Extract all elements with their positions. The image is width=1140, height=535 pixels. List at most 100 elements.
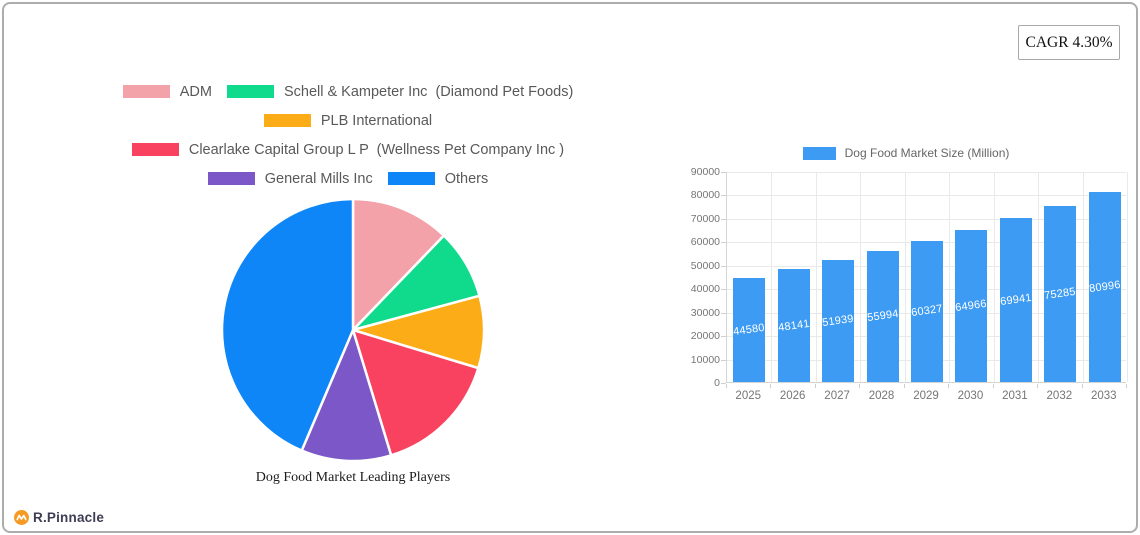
pie-legend-item: Clearlake Capital Group L P (Wellness Pe… — [131, 141, 565, 158]
y-axis-tick — [721, 359, 726, 361]
cagr-badge: CAGR 4.30% — [1018, 25, 1120, 60]
y-axis-label: 0 — [714, 377, 720, 389]
pie-chart-svg — [220, 197, 486, 463]
legend-item-label: General Mills Inc — [264, 170, 373, 187]
y-axis-label: 50000 — [690, 259, 720, 272]
x-axis-label: 2030 — [957, 390, 984, 402]
y-axis-label: 90000 — [690, 166, 720, 178]
gridline-vertical — [860, 172, 862, 382]
bar-2028 — [866, 250, 899, 382]
y-axis-tick — [721, 195, 726, 197]
legend-item-label: Schell & Kampeter Inc (Diamond Pet Foods… — [283, 83, 574, 100]
pie-legend-row: PLB International — [12, 106, 684, 135]
x-axis-label: 2031 — [1002, 390, 1028, 402]
y-axis-label: 10000 — [690, 353, 720, 366]
x-axis-tick — [726, 384, 727, 388]
r-pinnacle-logo-icon — [14, 510, 29, 525]
pie-slice-5 — [220, 197, 355, 452]
x-axis-label: 2029 — [913, 390, 939, 402]
pie-slice-4 — [300, 328, 393, 463]
gridline-vertical — [1082, 172, 1084, 382]
x-axis-label: 2026 — [779, 390, 806, 402]
gridline-horizontal — [727, 218, 1126, 220]
x-axis-tick — [1126, 384, 1127, 388]
y-axis-label: 80000 — [690, 189, 720, 202]
x-axis-tick — [992, 384, 994, 388]
legend-swatch — [226, 85, 274, 98]
gridline-vertical — [1127, 172, 1128, 382]
pie-legend-item: PLB International — [263, 112, 433, 129]
bar-2030 — [955, 229, 988, 382]
legend-item-label: Others — [444, 170, 489, 187]
legend-item-label: ADM — [179, 83, 212, 100]
y-axis-tick — [721, 383, 726, 384]
y-axis-tick — [721, 242, 726, 244]
bar-2029 — [911, 240, 943, 382]
legend-swatch — [207, 172, 255, 185]
legend-swatch — [131, 143, 179, 156]
pie-legend-item: Others — [387, 170, 489, 187]
bar-2026 — [777, 269, 810, 382]
y-axis-label: 30000 — [690, 306, 720, 319]
pie-legend-row: General Mills Inc Others — [12, 164, 684, 193]
bar-2032 — [1044, 205, 1077, 382]
bar-plot-area: 44580 48141 51939 55994 60327 64966 69941 75285… — [726, 172, 1128, 383]
y-axis-label: 40000 — [690, 283, 720, 296]
bar-chart-legend: Dog Food Market Size (Million) — [706, 146, 1106, 160]
x-axis-label: 2025 — [735, 390, 762, 402]
legend-swatch — [263, 114, 311, 127]
bar-2031 — [999, 218, 1032, 382]
x-axis-tick — [948, 384, 950, 388]
y-axis-tick — [721, 265, 726, 267]
x-axis-tick — [814, 384, 816, 388]
logo-text: R.Pinnacle — [33, 510, 105, 525]
bar-legend-swatch — [802, 146, 836, 160]
y-axis-tick — [721, 336, 726, 338]
gridline-vertical — [993, 172, 995, 382]
y-axis-label: 20000 — [690, 330, 720, 343]
pie-legend-item: ADM — [122, 83, 212, 100]
x-axis-tick — [1081, 384, 1083, 388]
legend-item-label: PLB International — [320, 112, 433, 129]
pie-chart-title: Dog Food Market Leading Players — [255, 470, 451, 485]
gridline-horizontal — [727, 172, 1126, 173]
x-axis-label: 2033 — [1090, 390, 1117, 402]
gridline-vertical — [1038, 172, 1040, 382]
gridline-horizontal — [727, 195, 1126, 197]
y-axis-tick — [721, 312, 726, 314]
y-axis-label: 70000 — [690, 212, 720, 225]
bar-2033 — [1088, 192, 1121, 382]
y-axis-label: 60000 — [690, 236, 720, 249]
bar-legend-label: Dog Food Market Size (Million) — [844, 146, 1010, 160]
gridline-vertical — [904, 172, 906, 382]
pie-slice-0 — [351, 197, 446, 332]
gridline-vertical — [771, 172, 773, 382]
x-axis-tick — [770, 384, 772, 388]
pie-legend-row: Clearlake Capital Group L P (Wellness Pe… — [12, 135, 684, 164]
bar-chart: Dog Food Market Size (Million) 44580 4814… — [664, 144, 1139, 414]
y-axis-tick — [721, 289, 726, 291]
legend-swatch — [122, 85, 170, 98]
pie-chart — [216, 193, 490, 467]
x-axis-tick — [903, 384, 905, 388]
gridline-vertical — [815, 172, 817, 382]
x-axis-tick — [1037, 384, 1039, 388]
pie-legend-item: Schell & Kampeter Inc (Diamond Pet Foods… — [226, 83, 574, 100]
gridline-vertical — [949, 172, 951, 382]
y-axis-tick — [721, 218, 726, 220]
bar-2027 — [822, 260, 855, 382]
x-axis-label: 2028 — [868, 390, 895, 402]
pie-legend-row: ADM Schell & Kampeter Inc (Diamond Pet Fo… — [12, 77, 684, 106]
pie-slice-3 — [351, 328, 480, 457]
bar-2025 — [733, 277, 766, 382]
pie-legend: ADM Schell & Kampeter Inc (Diamond Pet Fo… — [12, 77, 684, 193]
x-axis-label: 2027 — [824, 390, 850, 402]
legend-swatch — [387, 172, 435, 185]
pie-legend-item: General Mills Inc — [207, 170, 373, 187]
legend-item-label: Clearlake Capital Group L P (Wellness Pe… — [188, 141, 565, 158]
x-axis-label: 2032 — [1046, 390, 1073, 402]
y-axis-tick — [721, 172, 726, 173]
x-axis-tick — [859, 384, 861, 388]
r-pinnacle-logo: R.Pinnacle — [14, 510, 104, 525]
